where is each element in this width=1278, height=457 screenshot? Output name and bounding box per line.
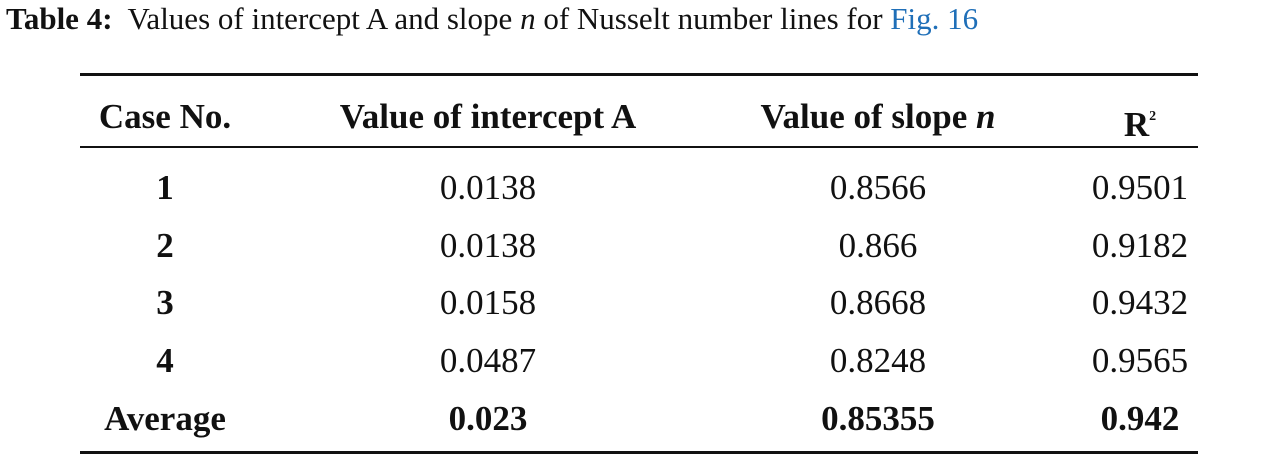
table-cell: 0.8668 xyxy=(829,283,927,322)
caption-italic: n xyxy=(520,1,536,36)
header-cell: Value of intercept A xyxy=(339,97,637,136)
header-text: R xyxy=(1123,105,1150,144)
header-cell: Value of slope n xyxy=(728,95,1028,139)
caption-label: Table 4: xyxy=(6,1,113,36)
header-cell: Case No. xyxy=(98,97,232,136)
table-cell: 0.0138 xyxy=(439,225,537,265)
table-cell: Average xyxy=(104,399,226,438)
table-cell: 0.8248 xyxy=(829,340,927,380)
table-cell: 0.866 xyxy=(838,225,918,265)
table-cell: 3 xyxy=(156,283,174,322)
caption-text: of Nusselt number lines for xyxy=(543,1,883,36)
table-cell: 0.9565 xyxy=(1091,340,1189,380)
table-cell: 0.9432 xyxy=(1091,283,1189,322)
table-cell: 4 xyxy=(156,340,174,380)
table-cell: 0.0487 xyxy=(439,340,537,380)
header-sup: 2 xyxy=(1149,109,1157,124)
header-cell: R2 xyxy=(990,95,1278,147)
table-cell: 0.8566 xyxy=(829,168,927,207)
header-text: Value of slope xyxy=(760,97,968,136)
table-cell: 0.85355 xyxy=(821,399,935,438)
bottom-rule xyxy=(80,451,1198,454)
table-cell: 0.0138 xyxy=(439,168,537,207)
figure-link[interactable]: Fig. 16 xyxy=(890,1,979,36)
table-cell: 0.9501 xyxy=(1091,168,1189,207)
caption: Table 4: Values of intercept A and slope… xyxy=(6,0,978,38)
table-cell: 0.9182 xyxy=(1091,225,1189,265)
table-cell: 0.0158 xyxy=(439,283,537,322)
table-cell: 0.023 xyxy=(448,399,528,438)
table-cell: 2 xyxy=(156,225,174,265)
header-rule xyxy=(80,146,1198,148)
caption-text: Values of intercept A and slope xyxy=(127,1,513,36)
table-cell: 0.942 xyxy=(1100,399,1180,438)
table-cell: 1 xyxy=(156,168,174,207)
top-rule xyxy=(80,73,1198,76)
header-italic: n xyxy=(976,97,996,136)
